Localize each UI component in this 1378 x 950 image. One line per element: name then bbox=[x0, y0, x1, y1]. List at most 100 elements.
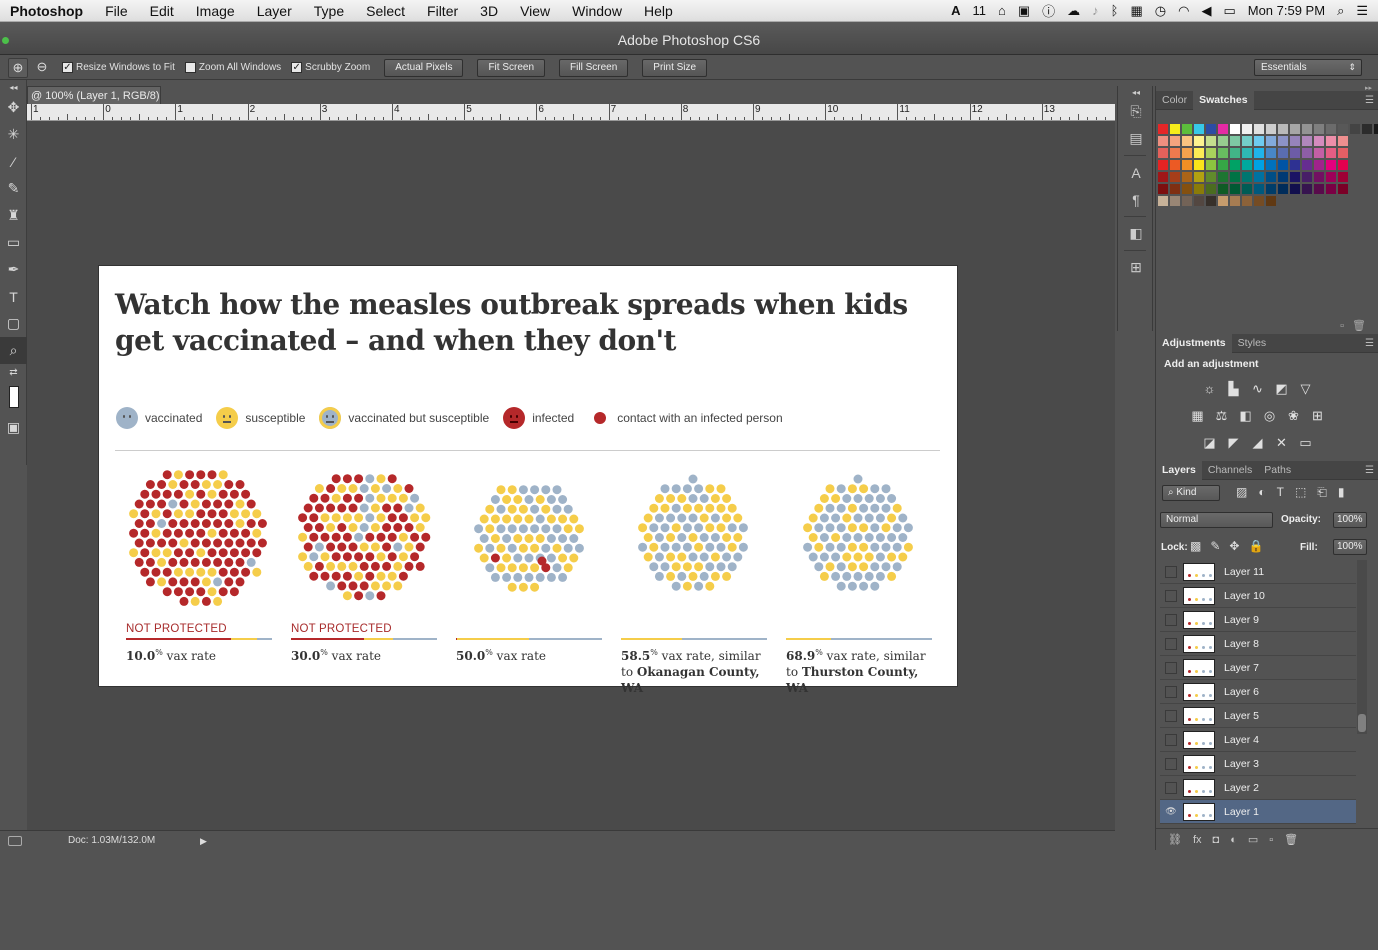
color-swatch[interactable] bbox=[1194, 172, 1204, 182]
color-swatch[interactable] bbox=[1182, 184, 1192, 194]
visibility-toggle[interactable] bbox=[1165, 613, 1177, 626]
wifi-icon[interactable]: ◠ bbox=[1178, 2, 1190, 18]
visibility-toggle[interactable] bbox=[1165, 565, 1177, 578]
color-swatch[interactable] bbox=[1218, 184, 1228, 194]
shape-filter-icon[interactable]: ⬚ bbox=[1294, 485, 1307, 499]
color-swatch[interactable] bbox=[1338, 124, 1348, 134]
color-swatch[interactable] bbox=[1194, 124, 1204, 134]
color-swatch[interactable] bbox=[1290, 160, 1300, 170]
color-swatch[interactable] bbox=[1302, 160, 1312, 170]
color-swatch[interactable] bbox=[1158, 136, 1168, 146]
color-swatch[interactable] bbox=[1158, 196, 1168, 206]
color-swatch[interactable] bbox=[1362, 124, 1372, 134]
color-swatch[interactable] bbox=[1314, 124, 1324, 134]
layer-row[interactable]: Layer 7 bbox=[1160, 656, 1356, 680]
color-swatch[interactable] bbox=[1254, 196, 1264, 206]
color-swatch[interactable] bbox=[1170, 136, 1180, 146]
delete-layer-icon[interactable]: 🗑 bbox=[1284, 834, 1299, 846]
color-swatch[interactable] bbox=[1230, 124, 1240, 134]
color-swatch[interactable] bbox=[1158, 124, 1168, 134]
clone-stamp-icon[interactable]: ♜ bbox=[7, 207, 20, 223]
pen-tool-icon[interactable]: ✒ bbox=[7, 261, 20, 277]
color-swatch[interactable] bbox=[1374, 124, 1378, 134]
color-swatch[interactable] bbox=[1326, 148, 1336, 158]
lock-all-icon[interactable]: 🔒 bbox=[1248, 539, 1264, 553]
color-swatch[interactable] bbox=[1254, 172, 1264, 182]
adjustment-layer-icon[interactable]: ◐ bbox=[1230, 833, 1237, 846]
color-swatch[interactable] bbox=[1218, 124, 1228, 134]
lock-paint-icon[interactable]: ✎ bbox=[1210, 539, 1221, 553]
color-swatch[interactable] bbox=[1194, 196, 1204, 206]
layer-row[interactable]: Layer 10 bbox=[1160, 584, 1356, 608]
color-swatch[interactable] bbox=[1254, 148, 1264, 158]
scrubby-zoom-checkbox[interactable]: ✓ Scrubby Zoom bbox=[291, 62, 370, 73]
color-swatch[interactable] bbox=[1326, 184, 1336, 194]
color-swatch[interactable] bbox=[1326, 172, 1336, 182]
color-swatch[interactable] bbox=[1218, 172, 1228, 182]
color-swatch[interactable] bbox=[1206, 196, 1216, 206]
visibility-toggle[interactable] bbox=[1165, 637, 1177, 650]
expand-panels-icon[interactable]: ◂◂ bbox=[1131, 87, 1141, 97]
color-swatch[interactable] bbox=[1242, 160, 1252, 170]
color-swatch[interactable] bbox=[1242, 184, 1252, 194]
color-swatch[interactable] bbox=[1326, 160, 1336, 170]
menu-image[interactable]: Image bbox=[195, 2, 235, 19]
blend-mode-select[interactable]: Normal bbox=[1160, 512, 1273, 528]
color-swatch[interactable] bbox=[1290, 148, 1300, 158]
history-icon[interactable]: ⎘ bbox=[1130, 103, 1142, 119]
tab-styles[interactable]: Styles bbox=[1237, 336, 1267, 349]
black-white-icon[interactable]: ◧ bbox=[1239, 408, 1252, 423]
menu-file[interactable]: File bbox=[105, 2, 128, 19]
color-swatch[interactable] bbox=[1218, 160, 1228, 170]
layer-row[interactable]: Layer 4 bbox=[1160, 728, 1356, 752]
color-swatch[interactable] bbox=[1218, 196, 1228, 206]
paragraph-icon[interactable]: ¶ bbox=[1132, 191, 1140, 208]
color-swatch[interactable] bbox=[1302, 184, 1312, 194]
status-share-icon[interactable] bbox=[8, 836, 22, 846]
color-swatch[interactable] bbox=[1314, 136, 1324, 146]
lock-move-icon[interactable]: ✥ bbox=[1229, 539, 1240, 553]
layer-row[interactable]: Layer 11 bbox=[1160, 560, 1356, 584]
layer-row[interactable]: Layer 3 bbox=[1160, 752, 1356, 776]
properties-icon[interactable]: ⊞ bbox=[1130, 259, 1142, 275]
color-balance-icon[interactable]: ⚖ bbox=[1215, 408, 1228, 423]
color-swatch[interactable] bbox=[1290, 184, 1300, 194]
color-swatch[interactable] bbox=[1194, 160, 1204, 170]
color-swatch[interactable] bbox=[1266, 148, 1276, 158]
brightness-icon[interactable]: ☼ bbox=[1203, 381, 1216, 396]
color-swatch[interactable] bbox=[1302, 124, 1312, 134]
color-swatch[interactable] bbox=[1182, 124, 1192, 134]
zoom-in-icon[interactable]: ⊕ bbox=[8, 57, 28, 78]
color-swatch[interactable] bbox=[1158, 148, 1168, 158]
color-swatch[interactable] bbox=[1230, 184, 1240, 194]
status-number[interactable]: 11 bbox=[972, 3, 986, 18]
color-swatch[interactable] bbox=[1338, 184, 1348, 194]
volume-icon[interactable]: ◀ bbox=[1201, 2, 1212, 18]
color-swatch[interactable] bbox=[1314, 148, 1324, 158]
tab-paths[interactable]: Paths bbox=[1264, 463, 1292, 476]
type-tool-icon[interactable]: T bbox=[9, 288, 18, 305]
color-swatch[interactable] bbox=[1182, 148, 1192, 158]
color-swatch[interactable] bbox=[1194, 184, 1204, 194]
color-swatch[interactable] bbox=[1278, 136, 1288, 146]
color-swatch[interactable] bbox=[1182, 160, 1192, 170]
color-swatch[interactable] bbox=[1194, 136, 1204, 146]
brush-tool-icon[interactable]: ✎ bbox=[7, 180, 20, 196]
character-icon[interactable]: A bbox=[1131, 164, 1141, 181]
layer-row[interactable]: Layer 2 bbox=[1160, 776, 1356, 800]
home-icon[interactable]: ⌂ bbox=[997, 3, 1006, 18]
color-swatch[interactable] bbox=[1242, 148, 1252, 158]
color-swatch[interactable] bbox=[1230, 136, 1240, 146]
color-swatch[interactable] bbox=[1158, 160, 1168, 170]
tab-color[interactable]: Color bbox=[1162, 93, 1188, 106]
color-swatch[interactable] bbox=[1218, 136, 1228, 146]
color-swatch[interactable] bbox=[1338, 136, 1348, 146]
adobe-icon[interactable]: A bbox=[951, 3, 961, 18]
visibility-toggle[interactable] bbox=[1165, 781, 1177, 794]
document-tab[interactable]: @ 100% (Layer 1, RGB/8) bbox=[27, 86, 161, 104]
color-swatch[interactable] bbox=[1230, 196, 1240, 206]
shape-tool-icon[interactable]: ▢ bbox=[6, 315, 21, 331]
zoom-out-icon[interactable]: ⊖ bbox=[36, 58, 48, 74]
doc-size[interactable]: Doc: 1.03M/132.0M bbox=[68, 835, 156, 846]
color-swatch[interactable] bbox=[1266, 160, 1276, 170]
